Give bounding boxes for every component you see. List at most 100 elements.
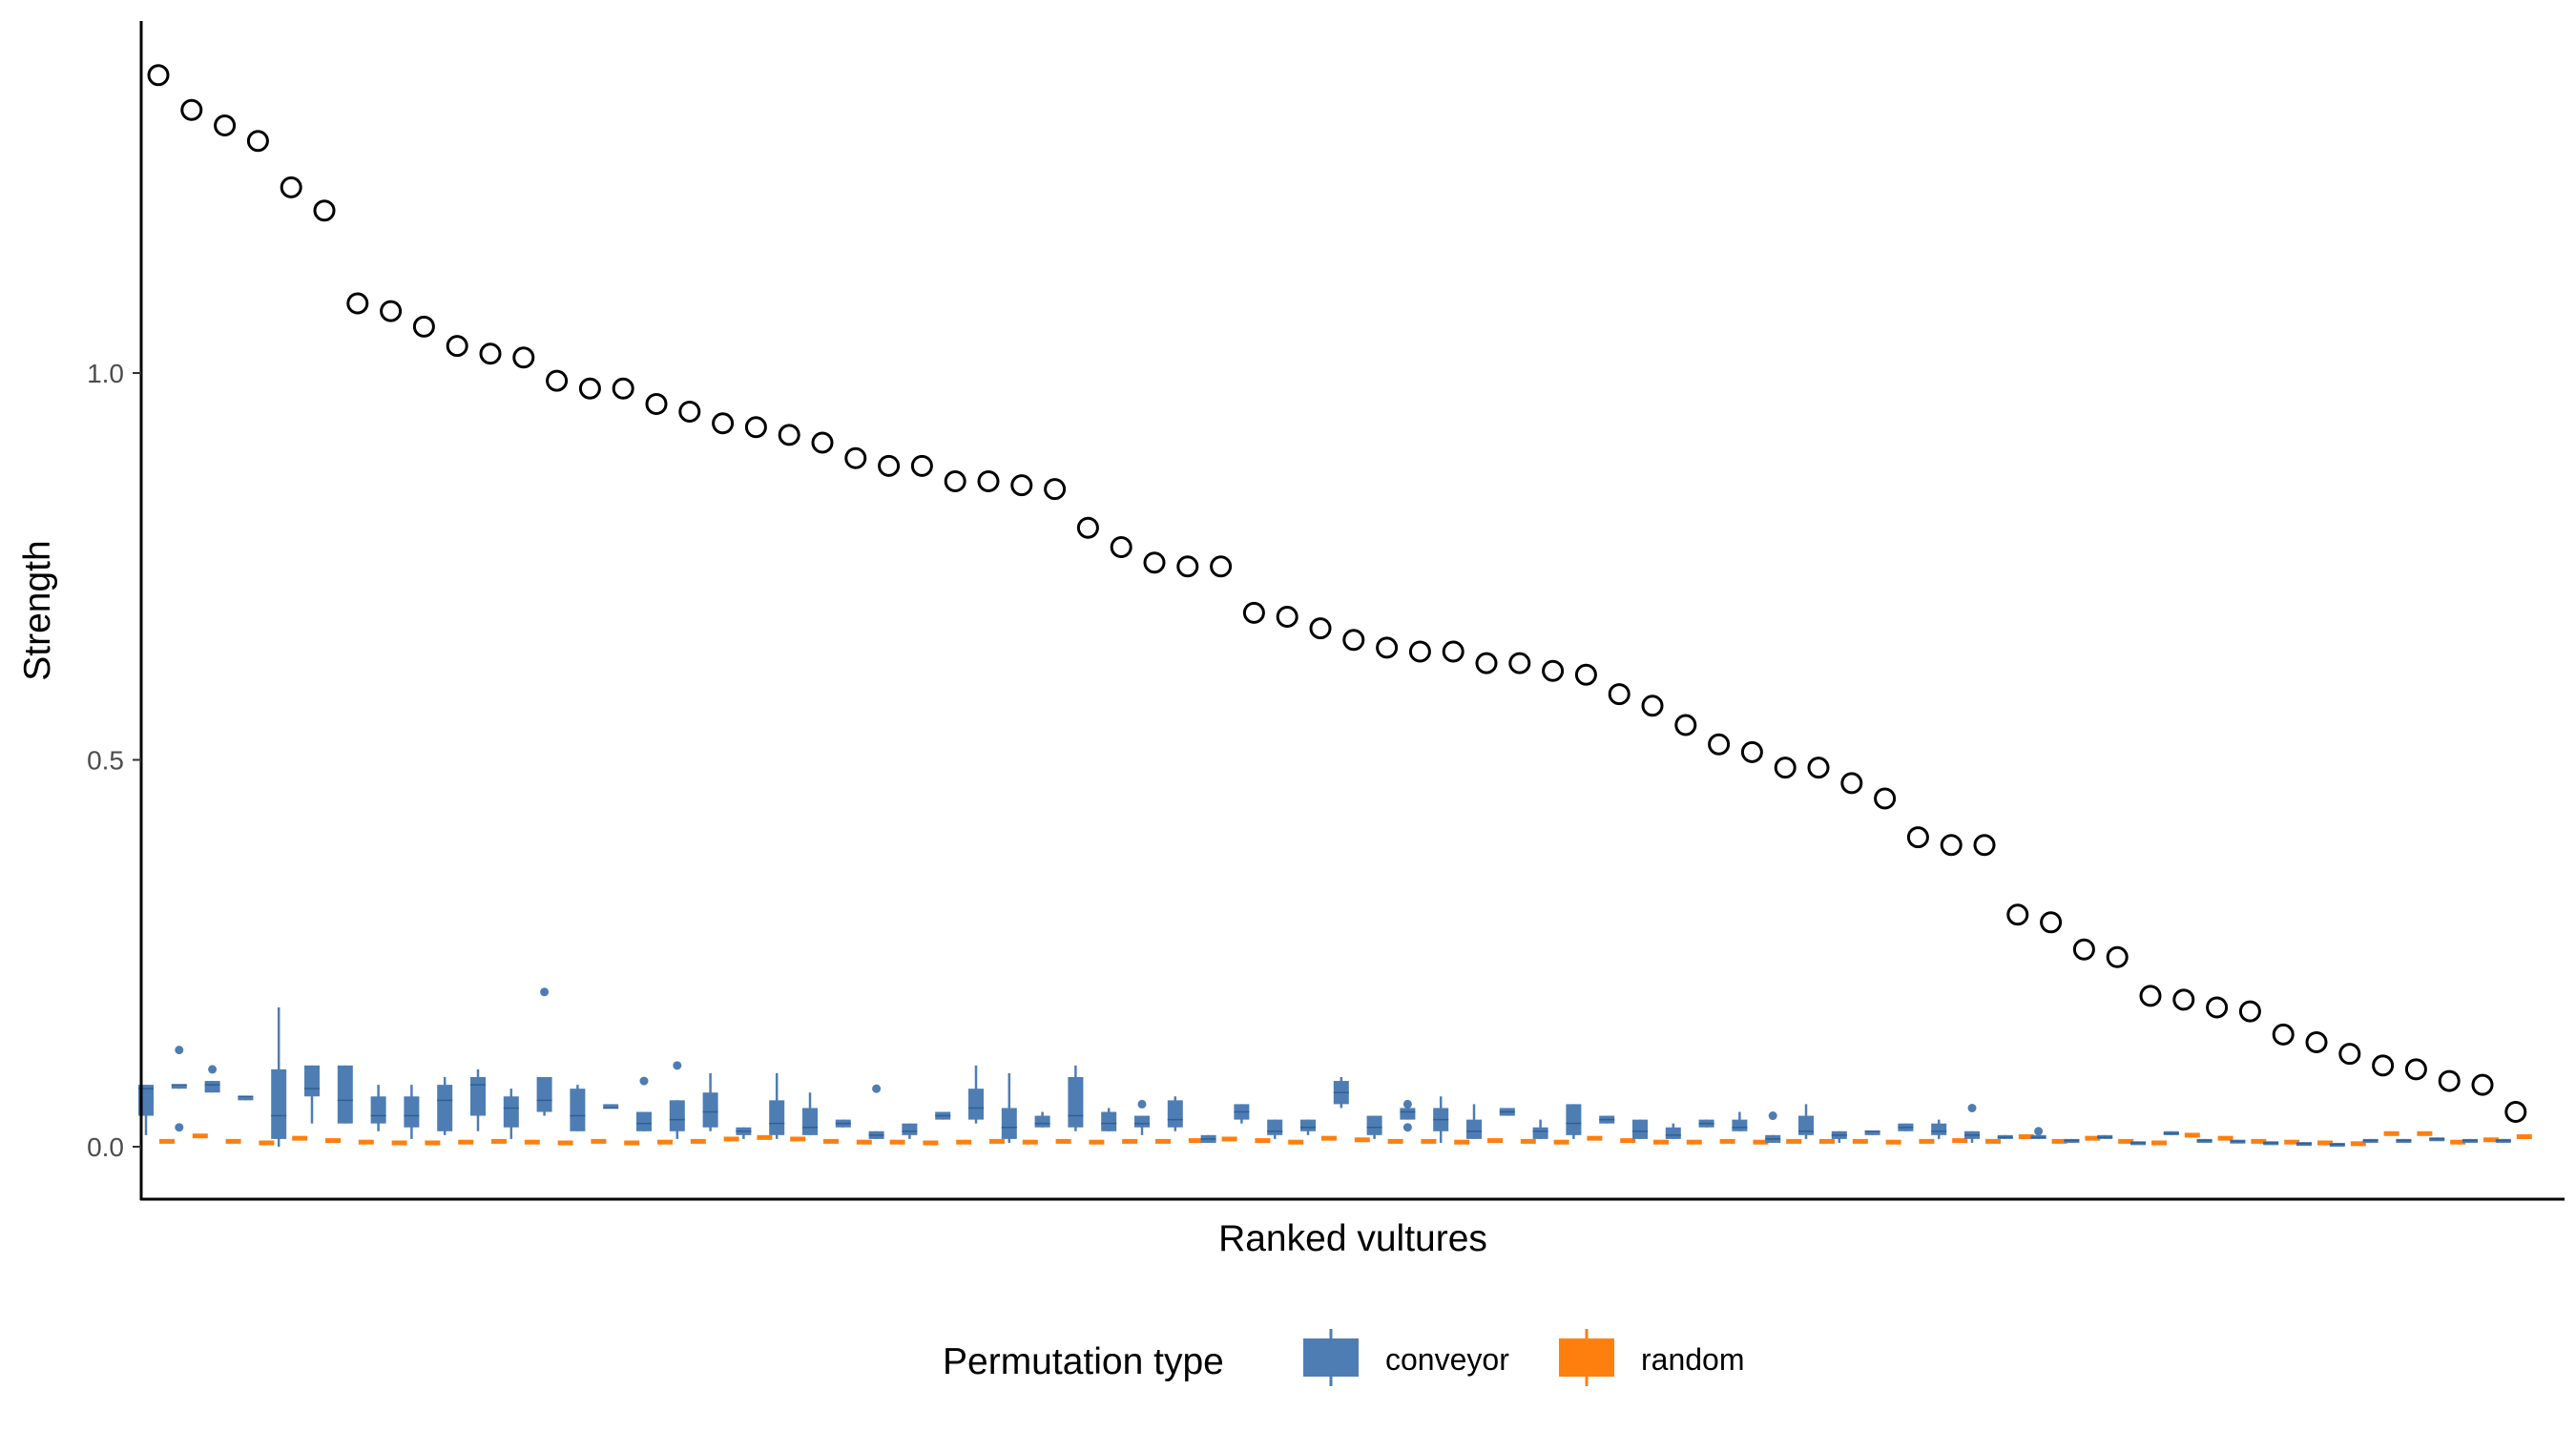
conveyor-box xyxy=(1200,1134,1216,1143)
observed-strength-point xyxy=(1542,659,1565,682)
random-box xyxy=(1852,1138,1868,1144)
random-iqr xyxy=(1288,1139,1304,1145)
random-box xyxy=(624,1140,640,1146)
random-box xyxy=(1288,1139,1304,1145)
observed-strength-point xyxy=(1176,555,1199,578)
conveyor-box xyxy=(2064,1138,2080,1143)
conveyor-box xyxy=(1001,1072,1017,1143)
y-axis-title: Strength xyxy=(17,540,58,680)
random-box xyxy=(2450,1139,2466,1145)
random-box xyxy=(159,1138,175,1144)
conveyor-iqr xyxy=(304,1065,320,1097)
conveyor-box xyxy=(437,1077,453,1135)
random-box xyxy=(1952,1138,1968,1144)
random-iqr xyxy=(1686,1139,1702,1145)
conveyor-box xyxy=(736,1127,752,1139)
observed-strength-point xyxy=(578,377,601,400)
random-box xyxy=(1786,1138,1802,1144)
conveyor-iqr xyxy=(902,1123,918,1135)
conveyor-iqr xyxy=(503,1096,519,1128)
observed-strength-point xyxy=(313,199,336,222)
observed-strength-point xyxy=(1874,787,1897,810)
observed-strength-point xyxy=(1309,617,1332,640)
observed-strength-point xyxy=(2305,1031,2328,1054)
conveyor-iqr xyxy=(1864,1130,1880,1135)
random-box xyxy=(989,1138,1005,1144)
random-box xyxy=(2483,1137,2499,1143)
conveyor-iqr xyxy=(204,1081,220,1093)
conveyor-iqr xyxy=(1366,1115,1382,1135)
observed-strength-point xyxy=(1143,551,1166,574)
random-iqr xyxy=(823,1138,839,1144)
random-box xyxy=(1354,1137,1370,1143)
observed-strength-point xyxy=(446,335,468,358)
y-tick-label: 0.5 xyxy=(87,746,124,776)
random-box xyxy=(192,1133,208,1139)
conveyor-box xyxy=(370,1085,386,1131)
conveyor-outlier xyxy=(639,1076,649,1086)
observed-strength-point xyxy=(2172,988,2195,1011)
random-iqr xyxy=(557,1140,573,1146)
random-iqr xyxy=(889,1139,905,1145)
random-box xyxy=(1919,1138,1935,1144)
random-iqr xyxy=(1487,1138,1503,1144)
random-box xyxy=(1122,1138,1138,1144)
random-box xyxy=(2184,1132,2200,1138)
random-box xyxy=(723,1136,739,1142)
observed-strength-point xyxy=(546,369,569,392)
conveyor-box xyxy=(1665,1123,1681,1139)
observed-strength-point xyxy=(1044,478,1067,501)
conveyor-box xyxy=(1068,1065,1084,1131)
random-iqr xyxy=(1055,1138,1071,1144)
observed-strength-point xyxy=(744,416,767,439)
random-box xyxy=(1055,1138,1071,1144)
observed-strength-point xyxy=(214,114,237,136)
observed-strength-point xyxy=(246,130,269,153)
observed-strength-point xyxy=(1342,629,1365,652)
observed-strength-point xyxy=(844,446,867,469)
conveyor-outlier xyxy=(673,1061,682,1070)
conveyor-box xyxy=(2329,1142,2345,1147)
random-iqr xyxy=(723,1136,739,1142)
observed-strength-point xyxy=(910,454,933,477)
random-iqr xyxy=(2118,1138,2134,1144)
random-iqr xyxy=(391,1140,407,1146)
observed-strength-point xyxy=(1276,605,1298,628)
conveyor-iqr xyxy=(1632,1119,1648,1139)
conveyor-box xyxy=(2462,1138,2478,1143)
random-iqr xyxy=(1985,1138,2001,1144)
conveyor-iqr xyxy=(603,1104,619,1109)
observed-strength-point xyxy=(1076,516,1099,539)
random-box xyxy=(2251,1138,2267,1144)
random-box xyxy=(358,1139,374,1145)
conveyor-box xyxy=(2030,1127,2046,1139)
observed-strength-point xyxy=(512,346,535,369)
random-box xyxy=(491,1138,507,1144)
conveyor-iqr xyxy=(1267,1119,1283,1135)
random-iqr xyxy=(1719,1138,1735,1144)
random-iqr xyxy=(989,1138,1005,1144)
random-iqr xyxy=(657,1139,673,1145)
conveyor-iqr xyxy=(968,1089,984,1120)
random-iqr xyxy=(425,1140,441,1146)
conveyor-outlier xyxy=(175,1123,184,1132)
conveyor-iqr xyxy=(1300,1119,1316,1131)
observed-strength-point xyxy=(645,392,668,415)
random-box xyxy=(458,1139,474,1145)
conveyor-iqr xyxy=(1034,1115,1050,1128)
random-iqr xyxy=(2450,1139,2466,1145)
conveyor-box xyxy=(1997,1134,2013,1139)
conveyor-box xyxy=(1732,1111,1748,1131)
random-iqr xyxy=(1885,1139,1901,1145)
random-box xyxy=(292,1135,308,1141)
random-box xyxy=(657,1139,673,1145)
random-iqr xyxy=(923,1140,939,1146)
random-box xyxy=(1487,1138,1503,1144)
conveyor-outlier xyxy=(1402,1099,1412,1109)
observed-strength-point xyxy=(2272,1023,2295,1046)
random-iqr xyxy=(491,1138,507,1144)
random-iqr xyxy=(1786,1138,1802,1144)
conveyor-iqr xyxy=(1931,1123,1947,1135)
conveyor-outlier xyxy=(208,1065,218,1074)
